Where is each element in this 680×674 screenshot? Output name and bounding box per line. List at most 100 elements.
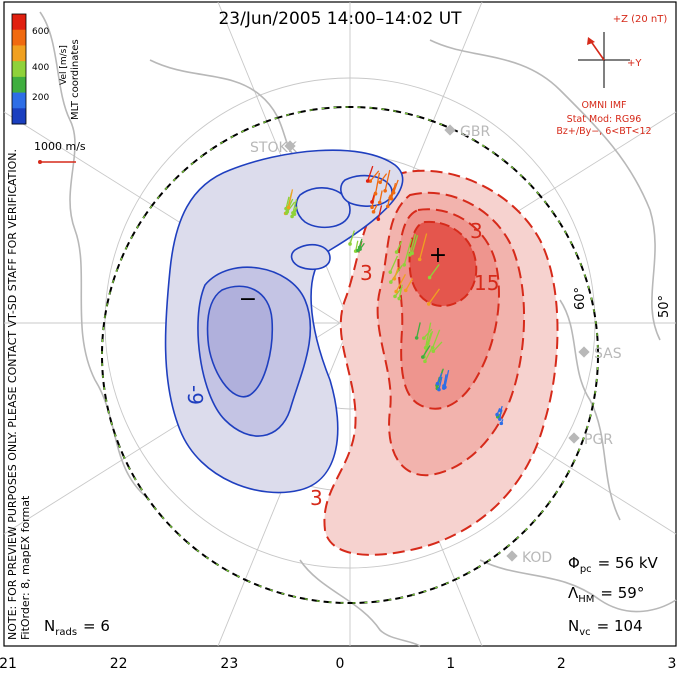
mlt-line-b — [3, 111, 677, 535]
stat-lambda-sub: HM — [578, 594, 594, 605]
radar-site-label: KOD — [522, 550, 552, 566]
velocity-vector — [428, 288, 440, 305]
mlt-tick-label: 2 — [557, 656, 566, 672]
velocity-vector-origin — [417, 257, 422, 262]
velocity-vector-origin — [365, 179, 370, 183]
radar-site-marker — [578, 346, 590, 358]
velocity-vector — [419, 233, 428, 260]
velocity-vector-origin — [426, 302, 431, 306]
velocity-vector-origin — [393, 294, 397, 299]
velocity-vector — [395, 240, 403, 253]
mlt-tick-label: 3 — [668, 656, 677, 672]
stat-nvc-symbol: N — [568, 617, 579, 635]
velocity-vector — [374, 172, 381, 194]
imf-source: OMNI IMF — [581, 100, 626, 111]
velocity-vector — [443, 374, 447, 387]
velocity-vector — [369, 170, 380, 182]
contour-label-3: 3 — [360, 261, 373, 285]
radar-site-label: GBR — [460, 124, 490, 140]
coastline-east — [429, 39, 661, 341]
velocity-vector-origin — [376, 217, 381, 221]
velocity-vector-origin — [427, 275, 432, 280]
mlt-tick-label: 22 — [110, 656, 128, 672]
vector-scale-dot — [38, 160, 42, 164]
velocity-vector — [424, 322, 432, 348]
velocity-vector-origin — [499, 421, 504, 426]
velocity-vector-origin — [370, 205, 374, 210]
radar-site-marker — [284, 140, 296, 152]
velocity-vector — [395, 274, 406, 292]
potential-max-marker: + — [429, 243, 447, 268]
radar-site-label: SAS — [594, 346, 622, 362]
velocity-vector — [423, 328, 433, 339]
negative-cell: − — [164, 149, 404, 494]
colorbar-segment — [12, 108, 26, 125]
velocity-vector-origin — [348, 242, 352, 246]
contour-label-1: 3 — [470, 219, 483, 243]
velocity-vector — [436, 372, 443, 384]
mlt-axis: 21 22 23 0 1 2 3 — [0, 656, 676, 672]
velocity-vector-origin — [385, 204, 390, 209]
stat-nvc-value: = 104 — [597, 617, 643, 635]
hm-boundary-green — [101, 106, 599, 604]
radar-sites: STOKK GBR SAS PGR KOD — [250, 124, 622, 566]
mlt-tick-label: 21 — [0, 656, 17, 672]
velocity-vector — [287, 189, 294, 208]
lat-label-50: 50° — [657, 295, 672, 318]
velocity-vector-origin — [394, 289, 398, 294]
velocity-vector-origin — [394, 250, 399, 254]
velocity-vector-origin — [442, 384, 446, 388]
velocity-vector-origin — [388, 196, 392, 200]
velocity-vector — [444, 369, 450, 388]
velocity-vector-origin — [388, 270, 393, 274]
velocity-vector-origin — [378, 180, 382, 185]
imf-z-label: +Z (20 nT) — [613, 14, 668, 25]
stat-nrads-symbol: N — [44, 617, 55, 635]
velocity-vector — [393, 266, 399, 279]
imf-vector — [589, 39, 605, 61]
velocity-vector-origin — [371, 210, 376, 214]
velocity-vector — [438, 376, 443, 390]
velocity-vector-origin — [397, 296, 401, 301]
stat-n-vc: Nvc = 104 — [568, 617, 643, 638]
colorbar-segment — [12, 76, 26, 94]
velocity-vector — [393, 179, 399, 193]
velocity-vector-origin — [435, 381, 440, 386]
mlt-tick-label: 1 — [446, 656, 455, 672]
velocity-vector — [409, 233, 417, 256]
contour-neg-small-2 — [290, 243, 331, 271]
velocity-colorbar — [11, 13, 27, 125]
contour-label-4: 3 — [310, 486, 323, 510]
stat-n-rads: Nrads = 6 — [44, 617, 110, 638]
radar-site-label: PGR — [584, 432, 613, 448]
velocity-vector — [416, 322, 421, 339]
velocity-vector-origin — [498, 417, 502, 421]
plot-frame — [3, 1, 677, 647]
contour-neg-small-1 — [295, 186, 351, 229]
velocity-vector-origin — [402, 263, 407, 267]
coastline-south — [479, 559, 677, 613]
velocity-vector — [286, 201, 296, 213]
velocity-vector-origin — [431, 349, 436, 354]
stat-lambda-hm: ΛHM = 59° — [568, 584, 644, 605]
velocity-vector — [349, 230, 355, 245]
lat-label-60: 60° — [573, 287, 588, 310]
velocity-vector-origin — [377, 200, 382, 205]
stat-phi-value: = 56 kV — [598, 554, 659, 572]
velocity-vector — [422, 345, 431, 358]
velocity-vector — [432, 341, 443, 352]
colorbar-segment — [12, 92, 26, 109]
radar-site-label: STOKK — [250, 140, 298, 156]
coastline-west — [39, 11, 151, 501]
stat-nvc-sub: vc — [579, 627, 590, 638]
imf-arrowhead — [587, 37, 595, 45]
velocity-vector-origin — [423, 346, 428, 350]
colorbar-tick-400: 400 — [32, 63, 49, 73]
colorbar-segment — [12, 14, 26, 31]
velocity-vector — [367, 165, 374, 182]
potential-min-marker: − — [239, 287, 257, 312]
velocity-vector-origin — [403, 288, 408, 293]
velocity-vector — [411, 234, 419, 254]
positive-cell: + — [323, 169, 559, 556]
mlt-coordinates-label: MLT coordinates — [70, 39, 81, 120]
